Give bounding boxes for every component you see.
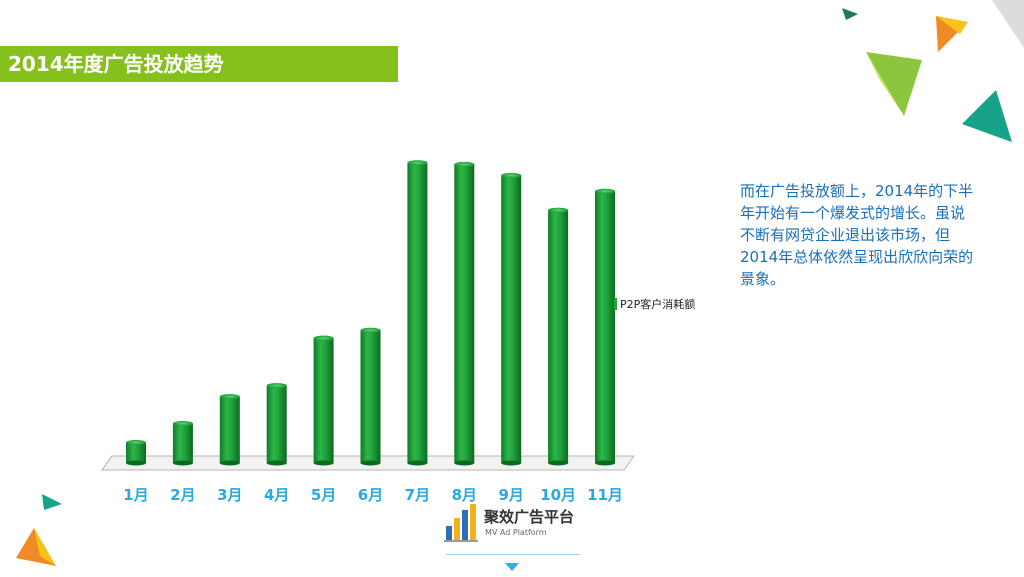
bar-10 [548, 207, 569, 466]
platform-logo: 聚效广告平台 MV Ad Platform [444, 504, 594, 544]
bar-1 [126, 439, 146, 466]
bar-cap [454, 161, 475, 167]
title-bar: 2014年度广告投放趋势 [0, 46, 398, 82]
deco-triangle-lime-mid [866, 52, 904, 116]
x-tick-label: 1月 [123, 486, 148, 504]
bar-cap [172, 421, 193, 426]
bar-body [407, 162, 428, 464]
bar-base [313, 460, 334, 466]
bar-cap [266, 383, 287, 389]
bar-base [219, 460, 240, 466]
bar-6 [360, 327, 381, 466]
description-text: 而在广告投放额上，2014年的下半年开始有一个爆发式的增长。虽说不断有网贷企业退… [740, 182, 974, 288]
x-tick-label: 6月 [358, 486, 383, 504]
bar-body [172, 423, 193, 463]
bar-7 [407, 160, 428, 466]
x-tick-label: 5月 [311, 486, 336, 504]
bar-cap [548, 207, 569, 213]
bar-cap [219, 394, 240, 400]
bar-body [454, 164, 475, 463]
bar-body [266, 385, 287, 463]
bar-body [548, 210, 569, 463]
bar-8 [454, 161, 475, 466]
bar-base [172, 460, 193, 466]
x-tick-label: 2月 [170, 486, 195, 504]
bar-cap [126, 439, 146, 445]
bar-body [501, 175, 522, 463]
bar-base [454, 460, 475, 466]
bar-11 [595, 188, 615, 466]
deco-triangle-green-mid [866, 52, 922, 116]
bar-body [595, 191, 615, 464]
x-tick-label: 7月 [405, 486, 430, 504]
bar-body [219, 396, 240, 463]
bar-logo-icon [444, 504, 478, 542]
legend-swatch [614, 298, 617, 310]
bar-base [501, 460, 522, 466]
deco-triangle-teal-left [42, 494, 62, 510]
footer-divider [446, 554, 580, 555]
deco-triangle-yellow-top [936, 16, 968, 34]
bar-base [548, 460, 569, 466]
bar-base [595, 460, 615, 466]
logo-subtitle: MV Ad Platform [485, 528, 547, 537]
bar-cap [360, 327, 381, 333]
bar-cap [313, 335, 334, 341]
deco-triangle-teal-right [962, 90, 1012, 142]
bar-4 [266, 383, 287, 466]
bar-2 [172, 421, 193, 466]
deco-triangle-top-small [842, 8, 858, 20]
scroll-down-icon[interactable] [505, 563, 519, 571]
bar-base [266, 460, 287, 466]
deco-triangle-gray-corner [992, 0, 1024, 48]
page-title: 2014年度广告投放趋势 [8, 52, 224, 76]
x-tick-label: 3月 [217, 486, 242, 504]
deco-triangle-yellow-left [34, 528, 56, 566]
x-tick-label: 9月 [498, 486, 523, 504]
bar-cap [501, 172, 522, 178]
bar-cap [407, 160, 428, 166]
bar-3 [219, 394, 240, 466]
bar-cap [595, 188, 615, 194]
legend-label: P2P客户消耗额 [620, 297, 695, 311]
bar-body [126, 442, 146, 463]
bar-base [407, 460, 428, 466]
bar-base [360, 460, 381, 466]
x-tick-label: 8月 [452, 486, 477, 504]
bar-9 [501, 172, 522, 466]
logo-title: 聚效广告平台 [484, 508, 575, 526]
bar-body [360, 330, 381, 463]
bar-body [313, 338, 334, 463]
bar-base [126, 460, 146, 466]
deco-triangle-dark-right [962, 124, 1012, 142]
x-tick-label: 10月 [540, 486, 576, 504]
bar-5 [313, 335, 334, 466]
x-tick-label: 11月 [587, 486, 623, 504]
x-tick-label: 4月 [264, 486, 289, 504]
